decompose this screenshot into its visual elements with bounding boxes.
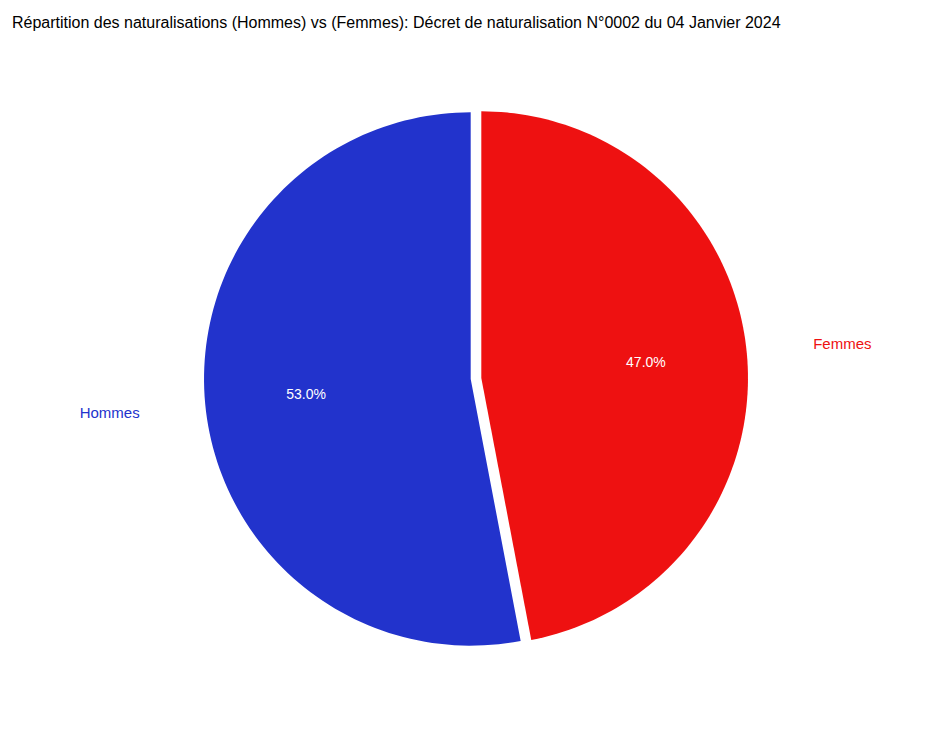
svg-text:Femmes: Femmes — [813, 335, 871, 352]
svg-text:Hommes: Hommes — [80, 404, 140, 421]
svg-text:47.0%: 47.0% — [626, 354, 666, 370]
html-text:Répartition des naturalisation: Répartition des naturalisations (Hommes)… — [12, 14, 781, 31]
svg-text:53.0%: 53.0% — [286, 386, 326, 402]
